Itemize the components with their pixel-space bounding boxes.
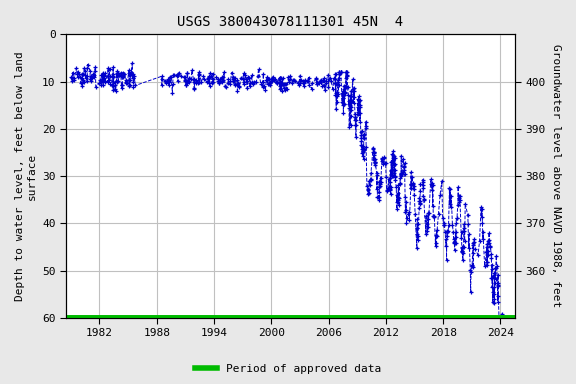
- Y-axis label: Depth to water level, feet below land
surface: Depth to water level, feet below land su…: [15, 51, 37, 301]
- Y-axis label: Groundwater level above NAVD 1988, feet: Groundwater level above NAVD 1988, feet: [551, 45, 561, 308]
- Title: USGS 380043078111301 45N  4: USGS 380043078111301 45N 4: [177, 15, 403, 29]
- Legend: Period of approved data: Period of approved data: [191, 359, 385, 379]
